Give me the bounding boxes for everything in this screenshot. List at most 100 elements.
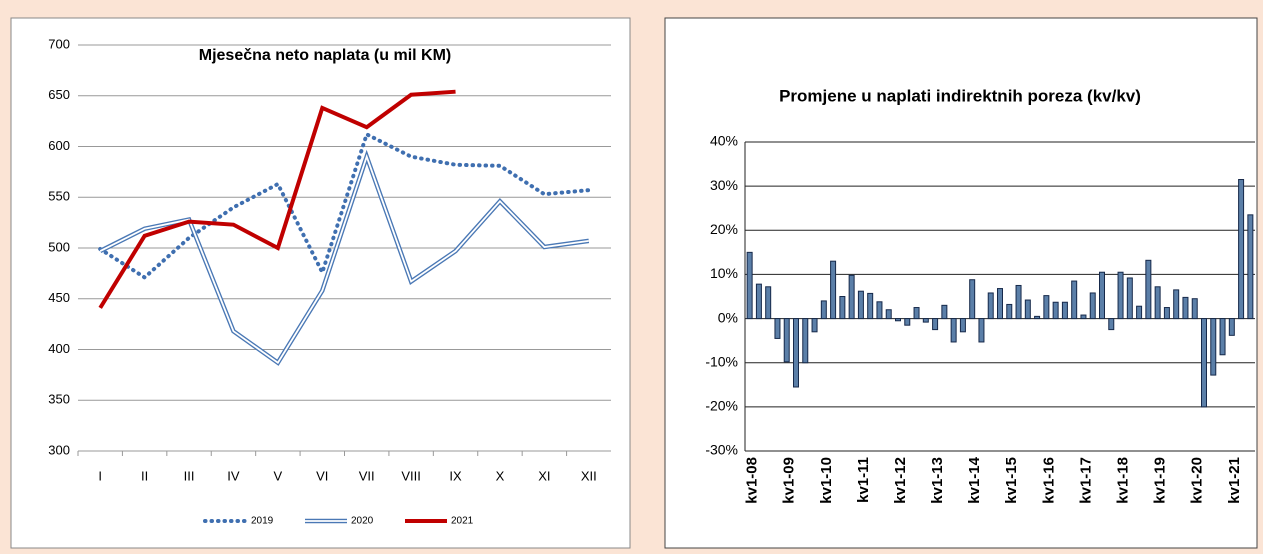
x-tick-label: kv1-09	[781, 457, 798, 504]
bar	[1238, 179, 1245, 320]
bar	[1219, 318, 1226, 356]
bar	[913, 307, 920, 320]
bar	[1052, 301, 1059, 320]
bar	[1136, 305, 1143, 320]
x-tick-label: V	[274, 468, 283, 483]
x-tick-label: VI	[316, 468, 328, 483]
x-tick-label: kv1-14	[966, 456, 983, 503]
bar	[1163, 307, 1170, 320]
series-line-inner	[99, 153, 589, 364]
bar	[1099, 271, 1105, 320]
x-tick-label: kv1-15	[1003, 457, 1020, 504]
panel-right	[664, 17, 1258, 549]
bar	[1126, 277, 1133, 320]
bar	[746, 251, 753, 320]
bar	[1061, 301, 1068, 320]
bar	[1043, 295, 1050, 320]
bar	[848, 274, 855, 320]
y-tick-label: 700	[48, 36, 70, 51]
bar	[969, 279, 976, 320]
y-tick-label: -30%	[705, 442, 738, 458]
chart-title: Promjene u naplati indirektnih poreza (k…	[779, 86, 1141, 105]
bar	[1071, 280, 1078, 320]
series-line	[98, 89, 456, 309]
x-tick-label: VIII	[401, 468, 421, 483]
bar	[1154, 286, 1161, 320]
x-tick-label: VII	[359, 468, 375, 483]
bar	[941, 304, 948, 320]
bar	[950, 318, 957, 343]
x-tick-label: kv1-16	[1040, 457, 1057, 504]
bar	[1191, 298, 1198, 320]
y-tick-label: 20%	[710, 221, 738, 237]
bar	[885, 309, 892, 320]
y-tick-label: 400	[48, 341, 70, 356]
y-tick-label: 650	[48, 87, 70, 102]
x-tick-label: kv1-20	[1189, 457, 1206, 504]
bar	[755, 283, 762, 320]
x-tick-label: kv1-21	[1226, 457, 1243, 504]
bar	[922, 318, 929, 323]
y-tick-label: -10%	[705, 353, 738, 369]
bar	[1228, 318, 1235, 336]
bar	[839, 296, 846, 320]
x-tick-label: I	[98, 468, 102, 483]
bar	[1201, 318, 1207, 408]
x-tick-label: kv1-17	[1077, 457, 1094, 504]
bar	[997, 288, 1003, 320]
bar	[959, 318, 966, 333]
bar	[904, 318, 911, 326]
bar	[987, 292, 994, 320]
bar	[1080, 314, 1087, 320]
x-tick-label: IV	[227, 468, 240, 483]
y-tick-label: 30%	[710, 177, 738, 193]
bar	[830, 260, 837, 320]
x-tick-label: II	[141, 468, 148, 483]
bar	[1089, 292, 1096, 320]
bar	[932, 318, 939, 331]
bar	[1024, 299, 1031, 320]
chart-title: Mjesečna neto naplata (u mil KM)	[199, 47, 451, 64]
bar	[1006, 303, 1013, 320]
legend-label: 2020	[351, 516, 374, 527]
series-line	[98, 131, 591, 280]
bar	[1210, 318, 1217, 376]
bar	[1247, 214, 1254, 320]
bar	[774, 318, 781, 339]
bar	[793, 318, 799, 388]
y-tick-label: 600	[48, 138, 70, 153]
x-tick-label: kv1-11	[855, 457, 872, 503]
bar	[876, 301, 883, 320]
bar	[820, 300, 827, 320]
y-tick-label: 40%	[710, 133, 738, 149]
bar	[867, 292, 874, 320]
bar	[1182, 296, 1189, 320]
bar	[811, 318, 818, 333]
bar	[1145, 259, 1152, 320]
x-tick-label: III	[184, 468, 195, 483]
y-tick-label: 450	[48, 290, 70, 305]
y-tick-label: -20%	[705, 398, 738, 414]
legend-label: 2019	[251, 516, 274, 527]
bar	[1173, 289, 1180, 320]
y-tick-label: 300	[48, 442, 70, 457]
bar	[1108, 318, 1115, 331]
x-tick-label: X	[496, 468, 505, 483]
y-tick-label: 350	[48, 392, 70, 407]
bar	[895, 318, 901, 322]
x-tick-label: kv1-18	[1115, 457, 1132, 504]
y-tick-label: 0%	[718, 309, 738, 325]
x-tick-label: kv1-10	[818, 457, 835, 504]
y-tick-label: 10%	[710, 265, 738, 281]
x-tick-label: kv1-13	[929, 457, 946, 504]
y-tick-label: 550	[48, 189, 70, 204]
x-tick-label: XI	[538, 468, 550, 483]
bar	[857, 290, 864, 320]
bar	[1015, 284, 1022, 320]
bar	[1117, 271, 1124, 320]
x-tick-label: XII	[581, 468, 597, 483]
bar	[765, 286, 772, 320]
x-tick-label: kv1-12	[892, 457, 909, 504]
